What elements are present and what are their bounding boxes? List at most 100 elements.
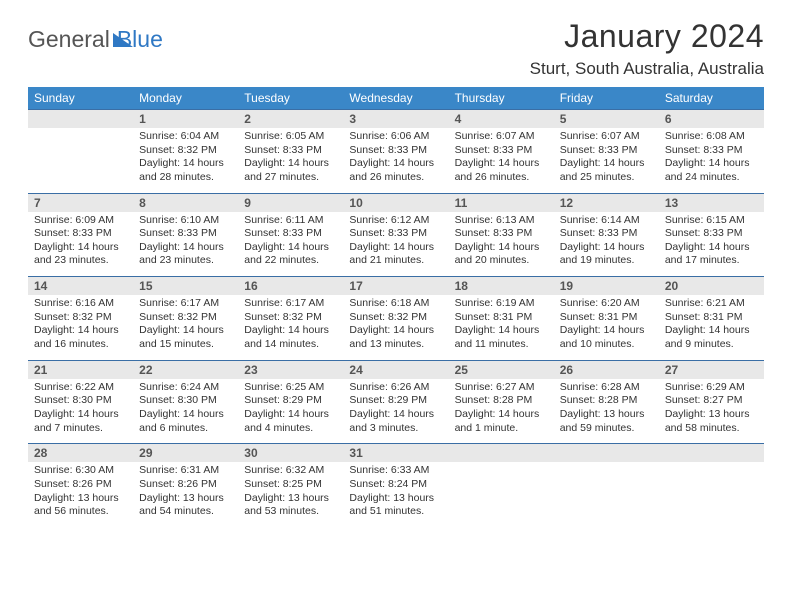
sunrise-text: Sunrise: 6:21 AM [665, 297, 758, 311]
day-number: 28 [28, 443, 133, 462]
day-number: 7 [28, 193, 133, 212]
day-cell: Sunrise: 6:32 AMSunset: 8:25 PMDaylight:… [238, 462, 343, 527]
daylight-text: Daylight: 14 hours and 21 minutes. [349, 241, 442, 268]
sunrise-text: Sunrise: 6:04 AM [139, 130, 232, 144]
sunrise-text: Sunrise: 6:26 AM [349, 381, 442, 395]
sunset-text: Sunset: 8:28 PM [560, 394, 653, 408]
sunset-text: Sunset: 8:32 PM [244, 311, 337, 325]
daylight-text: Daylight: 13 hours and 53 minutes. [244, 492, 337, 519]
title-block: January 2024 Sturt, South Australia, Aus… [530, 18, 764, 79]
daylight-text: Daylight: 14 hours and 6 minutes. [139, 408, 232, 435]
daylight-text: Daylight: 14 hours and 10 minutes. [560, 324, 653, 351]
day-number: 19 [554, 276, 659, 295]
daylight-text: Daylight: 13 hours and 51 minutes. [349, 492, 442, 519]
daylight-text: Daylight: 14 hours and 19 minutes. [560, 241, 653, 268]
sunset-text: Sunset: 8:29 PM [244, 394, 337, 408]
sunset-text: Sunset: 8:28 PM [455, 394, 548, 408]
daylight-text: Daylight: 14 hours and 22 minutes. [244, 241, 337, 268]
day-number: 11 [449, 193, 554, 212]
day-cell: Sunrise: 6:33 AMSunset: 8:24 PMDaylight:… [343, 462, 448, 527]
daylight-text: Daylight: 13 hours and 54 minutes. [139, 492, 232, 519]
daylight-text: Daylight: 14 hours and 23 minutes. [34, 241, 127, 268]
sunset-text: Sunset: 8:26 PM [34, 478, 127, 492]
sunrise-text: Sunrise: 6:33 AM [349, 464, 442, 478]
daylight-text: Daylight: 14 hours and 13 minutes. [349, 324, 442, 351]
sunset-text: Sunset: 8:30 PM [34, 394, 127, 408]
sunrise-text: Sunrise: 6:31 AM [139, 464, 232, 478]
logo-text-blue: Blue [117, 26, 163, 53]
sunset-text: Sunset: 8:31 PM [560, 311, 653, 325]
sunset-text: Sunset: 8:26 PM [139, 478, 232, 492]
daylight-text: Daylight: 13 hours and 59 minutes. [560, 408, 653, 435]
day-cell [659, 462, 764, 527]
day-cell: Sunrise: 6:20 AMSunset: 8:31 PMDaylight:… [554, 295, 659, 360]
day-number: 26 [554, 360, 659, 379]
daylight-text: Daylight: 14 hours and 1 minute. [455, 408, 548, 435]
daylight-text: Daylight: 14 hours and 28 minutes. [139, 157, 232, 184]
daylight-text: Daylight: 14 hours and 7 minutes. [34, 408, 127, 435]
day-cell: Sunrise: 6:21 AMSunset: 8:31 PMDaylight:… [659, 295, 764, 360]
day-number [554, 443, 659, 462]
day-cell: Sunrise: 6:13 AMSunset: 8:33 PMDaylight:… [449, 212, 554, 277]
sunset-text: Sunset: 8:33 PM [665, 144, 758, 158]
sunrise-text: Sunrise: 6:22 AM [34, 381, 127, 395]
day-cell: Sunrise: 6:28 AMSunset: 8:28 PMDaylight:… [554, 379, 659, 444]
day-cell: Sunrise: 6:25 AMSunset: 8:29 PMDaylight:… [238, 379, 343, 444]
day-cell: Sunrise: 6:31 AMSunset: 8:26 PMDaylight:… [133, 462, 238, 527]
sunset-text: Sunset: 8:32 PM [139, 311, 232, 325]
sunrise-text: Sunrise: 6:08 AM [665, 130, 758, 144]
daylight-text: Daylight: 14 hours and 14 minutes. [244, 324, 337, 351]
day-cell: Sunrise: 6:04 AMSunset: 8:32 PMDaylight:… [133, 128, 238, 193]
sunset-text: Sunset: 8:33 PM [560, 227, 653, 241]
day-cell: Sunrise: 6:27 AMSunset: 8:28 PMDaylight:… [449, 379, 554, 444]
daylight-text: Daylight: 14 hours and 9 minutes. [665, 324, 758, 351]
sunrise-text: Sunrise: 6:11 AM [244, 214, 337, 228]
week-body-row: Sunrise: 6:16 AMSunset: 8:32 PMDaylight:… [28, 295, 764, 360]
sunrise-text: Sunrise: 6:05 AM [244, 130, 337, 144]
day-cell [28, 128, 133, 193]
sunrise-text: Sunrise: 6:15 AM [665, 214, 758, 228]
week-body-row: Sunrise: 6:04 AMSunset: 8:32 PMDaylight:… [28, 128, 764, 193]
day-cell: Sunrise: 6:17 AMSunset: 8:32 PMDaylight:… [133, 295, 238, 360]
day-cell: Sunrise: 6:30 AMSunset: 8:26 PMDaylight:… [28, 462, 133, 527]
sunset-text: Sunset: 8:33 PM [244, 144, 337, 158]
day-cell: Sunrise: 6:14 AMSunset: 8:33 PMDaylight:… [554, 212, 659, 277]
day-number [28, 109, 133, 128]
sunrise-text: Sunrise: 6:18 AM [349, 297, 442, 311]
sunrise-text: Sunrise: 6:20 AM [560, 297, 653, 311]
day-number: 21 [28, 360, 133, 379]
sunrise-text: Sunrise: 6:27 AM [455, 381, 548, 395]
daylight-text: Daylight: 14 hours and 20 minutes. [455, 241, 548, 268]
header-saturday: Saturday [659, 87, 764, 109]
sunrise-text: Sunrise: 6:14 AM [560, 214, 653, 228]
day-cell: Sunrise: 6:07 AMSunset: 8:33 PMDaylight:… [449, 128, 554, 193]
sunrise-text: Sunrise: 6:32 AM [244, 464, 337, 478]
day-cell: Sunrise: 6:22 AMSunset: 8:30 PMDaylight:… [28, 379, 133, 444]
sunrise-text: Sunrise: 6:12 AM [349, 214, 442, 228]
header-wednesday: Wednesday [343, 87, 448, 109]
sunrise-text: Sunrise: 6:19 AM [455, 297, 548, 311]
sunset-text: Sunset: 8:27 PM [665, 394, 758, 408]
header-thursday: Thursday [449, 87, 554, 109]
sunrise-text: Sunrise: 6:07 AM [560, 130, 653, 144]
day-number: 2 [238, 109, 343, 128]
sunrise-text: Sunrise: 6:28 AM [560, 381, 653, 395]
sunrise-text: Sunrise: 6:17 AM [139, 297, 232, 311]
sunset-text: Sunset: 8:33 PM [560, 144, 653, 158]
calendar-body: 123456Sunrise: 6:04 AMSunset: 8:32 PMDay… [28, 109, 764, 527]
sunset-text: Sunset: 8:33 PM [139, 227, 232, 241]
daylight-text: Daylight: 14 hours and 27 minutes. [244, 157, 337, 184]
week-daynum-row: 123456 [28, 109, 764, 128]
day-number: 27 [659, 360, 764, 379]
day-cell: Sunrise: 6:05 AMSunset: 8:33 PMDaylight:… [238, 128, 343, 193]
sunrise-text: Sunrise: 6:16 AM [34, 297, 127, 311]
daylight-text: Daylight: 14 hours and 16 minutes. [34, 324, 127, 351]
day-number: 25 [449, 360, 554, 379]
week-daynum-row: 21222324252627 [28, 360, 764, 379]
sunset-text: Sunset: 8:29 PM [349, 394, 442, 408]
day-number: 4 [449, 109, 554, 128]
sunset-text: Sunset: 8:30 PM [139, 394, 232, 408]
day-number: 18 [449, 276, 554, 295]
day-number [449, 443, 554, 462]
sunrise-text: Sunrise: 6:13 AM [455, 214, 548, 228]
